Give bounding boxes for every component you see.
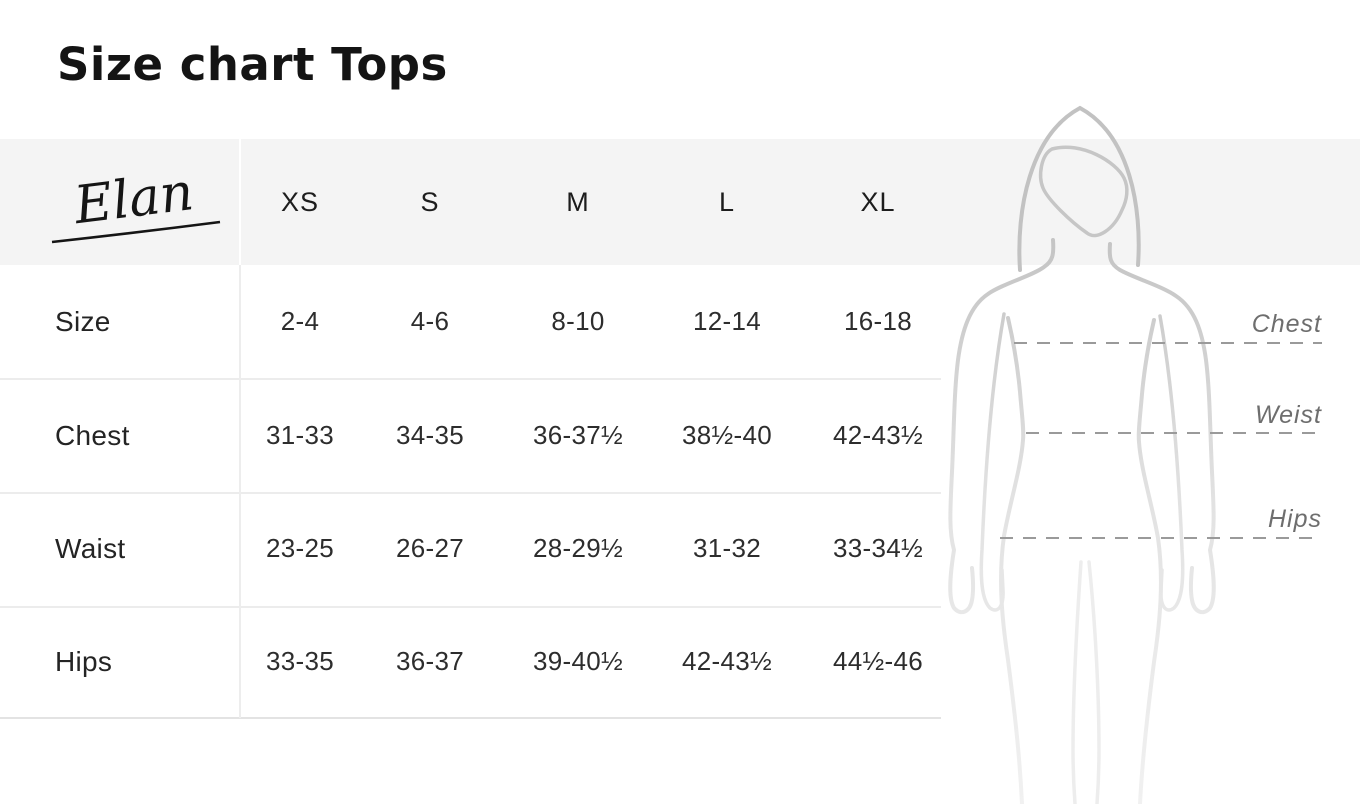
row-label-waist: Waist [55, 532, 126, 564]
size-header-m: M [566, 186, 590, 217]
right-inner-arm-outline [1158, 314, 1185, 612]
body-silhouette-figure [948, 105, 1216, 804]
left-shoulder-arm-outline [948, 238, 1056, 615]
cell-chest-m: 36-37½ [533, 420, 623, 450]
cell-hips-xs: 33-35 [266, 646, 334, 676]
size-header-row: XS S M L XL [0, 139, 941, 265]
cell-hips-s: 36-37 [396, 646, 464, 676]
chest-dashed-line [1014, 342, 1322, 344]
table-row-size: Size 2-4 4-6 8-10 12-14 16-18 [0, 265, 941, 378]
row-divider-1 [0, 378, 941, 380]
size-header-xl: XL [860, 186, 896, 217]
table-row-chest: Chest 31-33 34-35 36-37½ 38½-40 42-43½ [0, 379, 941, 492]
cell-size-s: 4-6 [410, 306, 450, 336]
hips-dashed-line [1000, 537, 1322, 539]
table-header-band [0, 139, 1360, 265]
waist-dashed-line [1026, 432, 1322, 434]
table-row-hips: Hips 33-35 36-37 39-40½ 42-43½ 44½-46 [0, 605, 941, 718]
row-label-hips: Hips [55, 645, 113, 677]
row-label-chest: Chest [55, 419, 130, 451]
cell-chest-xl: 42-43½ [833, 420, 923, 450]
cell-waist-s: 26-27 [396, 533, 464, 563]
page-title: Size chart Tops [57, 38, 448, 91]
size-header-l: L [718, 186, 736, 217]
cell-waist-xs: 23-25 [266, 533, 334, 563]
cell-waist-l: 31-32 [693, 533, 761, 563]
brand-logo-underline [51, 220, 221, 244]
cell-size-l: 12-14 [693, 306, 761, 336]
size-header-s: S [420, 186, 440, 217]
cell-hips-l: 42-43½ [682, 646, 772, 676]
table-bottom-border [0, 717, 941, 719]
cell-chest-s: 34-35 [396, 420, 464, 450]
row-divider-3 [0, 606, 941, 608]
face-outline [1039, 145, 1129, 238]
right-shoulder-arm-outline [1107, 242, 1216, 615]
row-divider-2 [0, 492, 941, 494]
waist-measure-label: Weist [1254, 401, 1322, 429]
size-header-xs: XS [280, 186, 320, 217]
column-divider-header [239, 139, 241, 265]
hips-measure-label: Hips [1267, 505, 1322, 533]
left-inner-arm-outline [979, 312, 1006, 612]
table-row-waist: Waist 23-25 26-27 28-29½ 31-32 33-34½ [0, 492, 941, 605]
right-torso-leg-outline [1136, 318, 1163, 804]
row-label-size: Size [55, 305, 111, 337]
cell-size-xs: 2-4 [280, 306, 320, 336]
cell-chest-l: 38½-40 [682, 420, 772, 450]
cell-chest-xs: 31-33 [266, 420, 334, 450]
cell-waist-xl: 33-34½ [833, 533, 923, 563]
hair-outline [1017, 105, 1141, 272]
left-inner-leg-outline [1071, 560, 1083, 804]
cell-hips-m: 39-40½ [533, 646, 623, 676]
right-inner-leg-outline [1087, 560, 1101, 804]
column-divider-body [239, 265, 241, 718]
brand-logo: Elan [42, 150, 232, 254]
left-torso-leg-outline [999, 316, 1026, 804]
cell-size-xl: 16-18 [844, 306, 912, 336]
cell-hips-xl: 44½-46 [833, 646, 923, 676]
chest-measure-label: Chest [1251, 310, 1322, 338]
cell-waist-m: 28-29½ [533, 533, 623, 563]
brand-logo-text: Elan [70, 162, 197, 236]
cell-size-m: 8-10 [551, 306, 605, 336]
